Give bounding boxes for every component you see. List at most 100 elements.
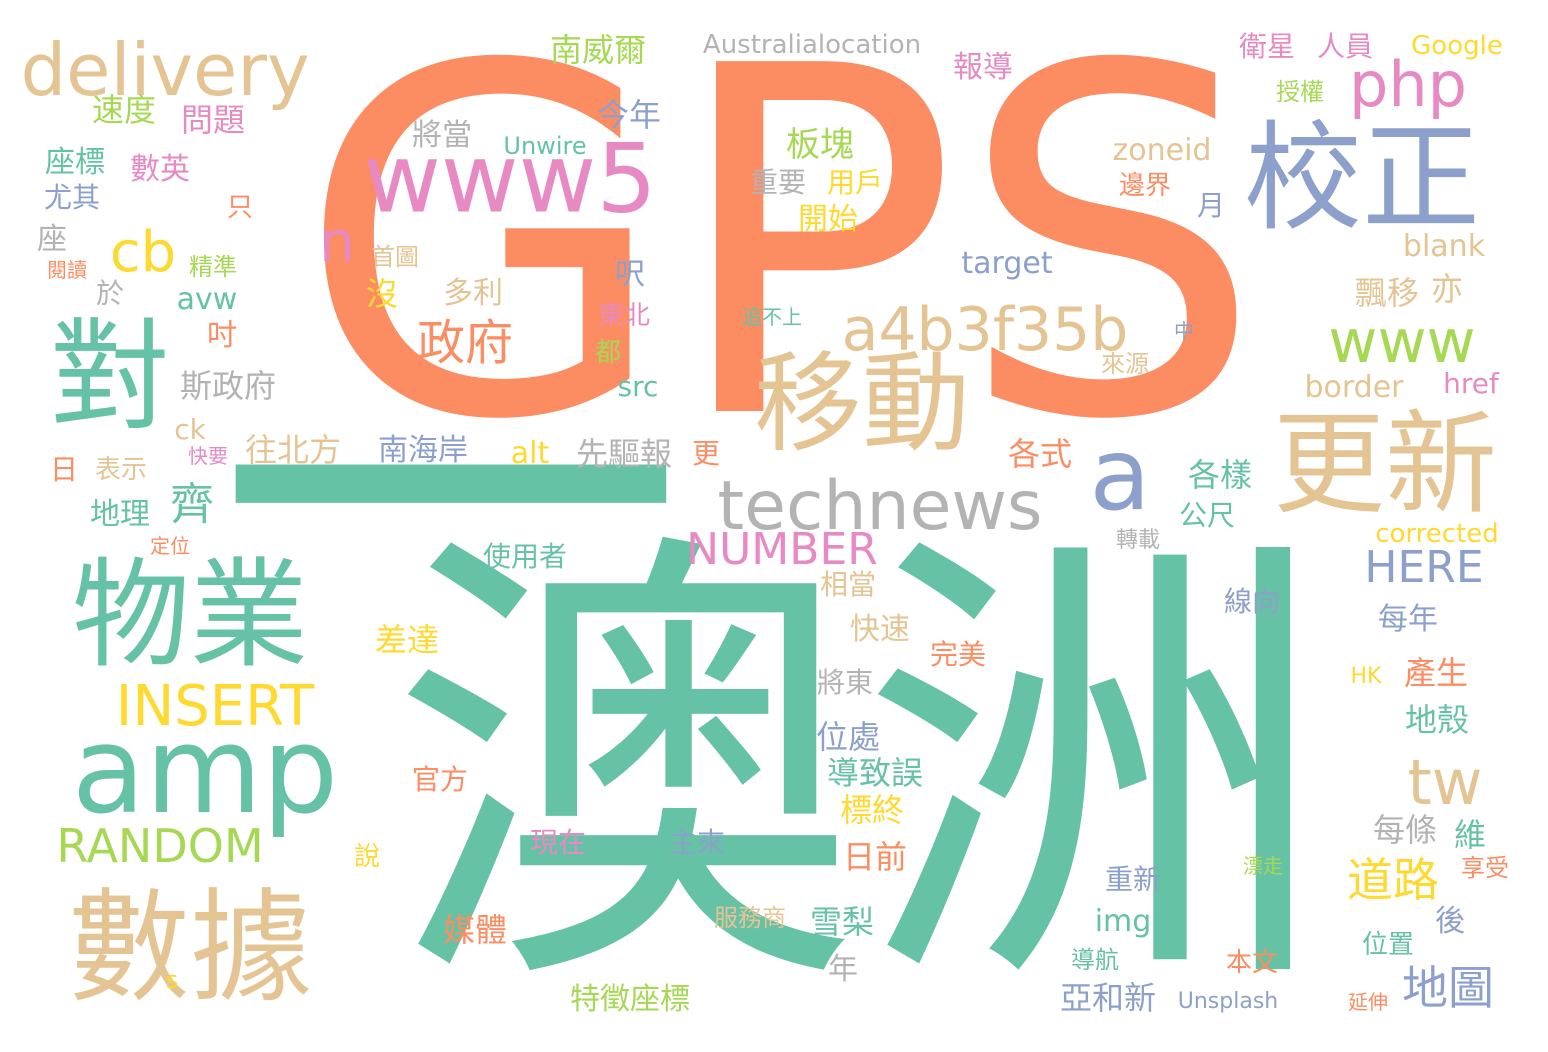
word-yi: 亦 [1431, 273, 1463, 305]
word-yanshen: 延伸 [1348, 992, 1388, 1012]
word-guanfang: 官方 [412, 766, 468, 794]
word-border: border [1304, 373, 1403, 403]
word-wei: 維 [1454, 819, 1486, 851]
word-ck: ck [174, 416, 206, 444]
word-bianjie: 邊界 [1119, 173, 1171, 199]
word-kuaisu: 快速 [850, 615, 910, 645]
word-fuwushang: 服務商 [714, 906, 786, 930]
word-meinian: 每年 [1378, 605, 1438, 635]
word-yidong: 移動 [754, 351, 970, 459]
word-sizhengfu: 斯政府 [180, 370, 276, 402]
word-meiti: 媒體 [443, 914, 507, 946]
word-wenti: 問題 [181, 104, 245, 136]
word-target: target [961, 249, 1052, 279]
word-cb: cb [110, 225, 176, 281]
word-meitiao: 每條 [1373, 814, 1437, 846]
word-gengxin: 更新 [1273, 409, 1497, 521]
word-geshi: 各式 [1008, 438, 1072, 470]
word-src: src [618, 373, 659, 401]
word-jiangdong: 將東 [817, 669, 873, 697]
word-tw: tw [1407, 752, 1482, 814]
word-bankuai: 板塊 [786, 128, 854, 162]
word-nanhaian: 南海岸 [378, 436, 468, 466]
word-www: www [1328, 312, 1475, 372]
word-shuying: 數英 [130, 155, 190, 185]
word-piaozou: 漂走 [1243, 856, 1283, 876]
word-hk: HK [1351, 666, 1382, 688]
word-img: img [1095, 907, 1152, 937]
word-geyang: 各樣 [1188, 459, 1252, 491]
word-dongbei: 東北 [598, 303, 650, 329]
word-xiangshou: 享受 [1461, 856, 1509, 880]
word-unsplash: Unsplash [1178, 991, 1278, 1013]
word-daolu: 道路 [1347, 857, 1439, 903]
word-nian: 年 [828, 955, 858, 985]
word-shoutu: 首圖 [371, 245, 419, 269]
word-daohang: 導航 [1071, 948, 1119, 972]
word-sudu: 速度 [92, 94, 156, 126]
word-hou: 後 [1435, 907, 1465, 937]
word-zhulai: 主來 [669, 829, 725, 857]
word-xiangdang: 相當 [820, 571, 876, 599]
word-a: a [1089, 425, 1150, 525]
word-zhi: 只 [227, 195, 253, 221]
word-alt: alt [511, 439, 549, 469]
word-ni: 呎 [615, 260, 645, 290]
word-unwire: Unwire [503, 134, 586, 158]
word-google: Google [1411, 33, 1503, 59]
word-geng: 更 [692, 440, 720, 468]
word-corrected: corrected [1375, 521, 1499, 547]
word-biaozhong: 標終 [840, 794, 904, 826]
word-delivery: delivery [20, 34, 309, 106]
word-zuo: 座 [37, 225, 67, 255]
word-zuobiao: 座標 [45, 148, 105, 178]
word-ditu: 地圖 [1402, 965, 1494, 1011]
word-shuo: 說 [354, 844, 380, 870]
word-australialocation: Australialocation [703, 32, 921, 58]
word-number: NUMBER [686, 528, 878, 572]
word-avw: avw [177, 285, 238, 315]
word-chansheng: 產生 [1404, 657, 1468, 689]
word-wuye: 物業 [72, 556, 308, 674]
word-mei: 沒 [366, 278, 398, 310]
word-zhengfu: 政府 [417, 319, 513, 367]
word-php: php [1349, 54, 1467, 116]
word-zhongyao: 重要 [750, 169, 806, 197]
word-daozhiwu: 導致誤 [827, 757, 923, 789]
word-zhuibushang: 追不上 [742, 307, 802, 327]
word-zhuanzai: 轉載 [1116, 530, 1160, 552]
word-duoli: 多利 [443, 279, 503, 309]
word-href: href [1443, 370, 1499, 398]
word-xianzai: 現在 [530, 829, 586, 857]
word-insert: INSERT [116, 679, 314, 735]
word-xueli: 雪梨 [810, 906, 874, 938]
word-gongchi: 公尺 [1179, 502, 1235, 530]
word-n: n [319, 215, 355, 271]
word-dingwei: 定位 [150, 536, 190, 556]
word-dou: 吋 [207, 321, 237, 351]
word-s: s [166, 968, 179, 992]
word-jiaozheng: 校正 [1244, 119, 1480, 237]
word-jiangdang: 將當 [412, 121, 472, 151]
word-shouquan: 授權 [1276, 80, 1324, 104]
word-baodao: 報導 [953, 53, 1013, 83]
word-shiyongzhe: 使用者 [483, 543, 567, 571]
word-chada: 差達 [375, 624, 439, 656]
word-tezheng: 特徵座標 [570, 985, 690, 1015]
word-renyuan: 人員 [1317, 33, 1373, 61]
word-dou2: 都 [595, 340, 621, 366]
word-kuaiyao: 快要 [188, 446, 228, 466]
word-a4b3f35b: a4b3f35b [842, 300, 1129, 360]
word-jingzhun: 精準 [189, 255, 237, 279]
word-here: HERE [1364, 546, 1483, 590]
word-xianqubao: 先驅報 [576, 438, 672, 470]
word-ri: 日 [50, 456, 78, 484]
word-laiyuan: 來源 [1101, 352, 1149, 376]
word-yu: 於 [96, 280, 124, 308]
word-benwen: 本文 [1226, 950, 1278, 976]
word-chongxin: 重新 [1105, 866, 1161, 894]
word-nanweier: 南威爾 [550, 34, 646, 66]
word-weixing: 衛星 [1239, 33, 1295, 61]
word-diqiao: 地殼 [1405, 704, 1469, 736]
